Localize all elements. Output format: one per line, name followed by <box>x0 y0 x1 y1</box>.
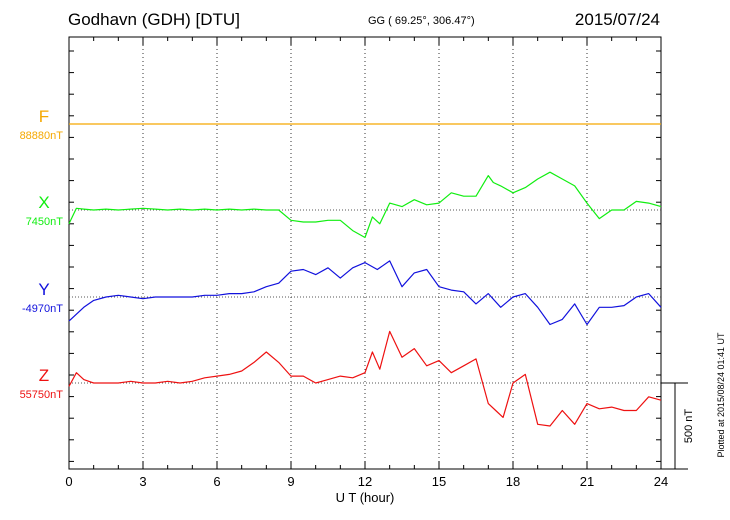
x-tick-label: 6 <box>213 474 220 489</box>
series-name-z: Z <box>39 366 49 385</box>
x-tick-label: 3 <box>139 474 146 489</box>
x-tick-label: 24 <box>654 474 668 489</box>
series-name-f: F <box>39 107 49 126</box>
baseline-value-z: 55750nT <box>20 389 64 401</box>
x-tick-label: 18 <box>506 474 520 489</box>
x-tick-label: 0 <box>65 474 72 489</box>
x-tick-label: 21 <box>580 474 594 489</box>
series-line-z <box>68 330 662 427</box>
plot-date: 2015/07/24 <box>574 10 660 29</box>
baseline-value-f: 88880nT <box>20 130 64 142</box>
x-tick-label: 9 <box>287 474 294 489</box>
station-coordinates: GG ( 69.25°, 306.47°) <box>368 15 475 27</box>
series-name-x: X <box>38 193 49 212</box>
baseline-value-y: -4970nT <box>22 303 63 315</box>
series-line-y <box>68 260 662 326</box>
series-line-x <box>68 171 662 239</box>
plotted-timestamp: Plotted at 2015/08/24 01:41 UT <box>716 332 726 458</box>
scale-bar-label: 500 nT <box>683 409 695 444</box>
station-title: Godhavn (GDH) [DTU] <box>68 10 240 29</box>
baseline-value-x: 7450nT <box>26 216 64 228</box>
x-axis-label: U T (hour) <box>336 490 395 505</box>
series-name-y: Y <box>38 280 49 299</box>
x-tick-label: 15 <box>432 474 446 489</box>
x-tick-label: 12 <box>358 474 372 489</box>
